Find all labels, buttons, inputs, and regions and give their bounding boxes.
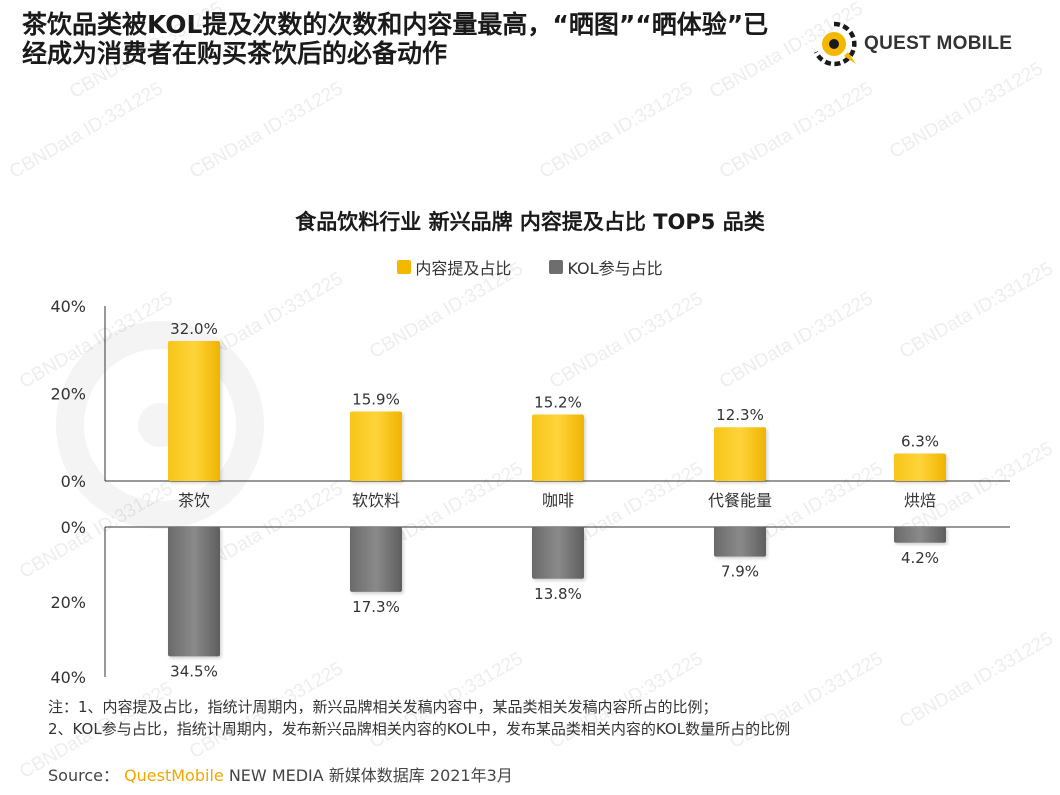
bar-kol-share <box>168 527 220 657</box>
top-y-tick-label: 20% <box>50 385 86 404</box>
source-text: NEW MEDIA 新媒体数据库 2021年3月 <box>228 766 513 785</box>
bar-kol-share <box>532 527 584 579</box>
chart-legend: 内容提及占比 KOL参与占比 <box>0 255 1060 279</box>
bottom-y-tick-label: 0% <box>61 518 86 537</box>
bar-kol-share <box>894 527 946 543</box>
data-label-content-share: 32.0% <box>170 320 218 338</box>
data-label-content-share: 6.3% <box>901 432 939 450</box>
data-label-kol-share: 17.3% <box>352 598 400 616</box>
footnote-2: 2、KOL参与占比，指统计周期内，发布新兴品牌相关内容的KOL中，发布某品类相关… <box>48 720 791 738</box>
legend-label-kol: KOL参与占比 <box>567 259 663 278</box>
legend-item-content: 内容提及占比 <box>397 255 511 279</box>
data-label-content-share: 12.3% <box>716 406 764 424</box>
source-brand: QuestMobile <box>124 766 224 785</box>
x-tick-label: 咖啡 <box>542 491 574 510</box>
source-label: Source： <box>48 766 119 785</box>
bar-kol-share <box>714 527 766 557</box>
bar-content-share <box>714 427 766 481</box>
data-label-kol-share: 13.8% <box>534 585 582 603</box>
legend-swatch-kol <box>549 260 564 274</box>
page-title-line2: 经成为消费者在购买茶饮后的必备动作 <box>22 39 448 68</box>
page-title-line1: 茶饮品类被KOL提及次数的次数和内容量最高，“晒图”“晒体验”已 <box>22 10 769 39</box>
x-tick-label: 软饮料 <box>352 491 400 510</box>
x-tick-label: 烘焙 <box>904 491 936 510</box>
bar-content-share <box>350 411 402 481</box>
top-y-tick-label: 40% <box>50 297 86 316</box>
bar-kol-share <box>350 527 402 592</box>
page-title: 茶饮品类被KOL提及次数的次数和内容量最高，“晒图”“晒体验”已 经成为消费者在… <box>22 10 822 68</box>
legend-swatch-content <box>397 260 412 274</box>
bar-content-share <box>532 414 584 481</box>
data-label-content-share: 15.2% <box>534 394 582 412</box>
data-label-kol-share: 34.5% <box>170 662 218 680</box>
data-label-kol-share: 7.9% <box>721 563 759 581</box>
brand-name: QUEST MOBILE <box>864 33 1013 54</box>
quest-mobile-logo-icon <box>813 21 857 67</box>
bottom-y-tick-label: 20% <box>50 593 86 612</box>
data-label-content-share: 15.9% <box>352 390 400 408</box>
brand-logo: QUEST MOBILE <box>806 14 1012 74</box>
source-line: Source： QuestMobile NEW MEDIA 新媒体数据库 202… <box>48 762 513 786</box>
bar-content-share <box>168 341 220 481</box>
bar-content-share <box>894 453 946 481</box>
x-tick-label: 代餐能量 <box>708 491 772 510</box>
top-y-tick-label: 0% <box>61 472 86 491</box>
data-label-kol-share: 4.2% <box>901 549 939 567</box>
x-tick-label: 茶饮 <box>178 491 210 510</box>
footnote-1: 注：1、内容提及占比，指统计周期内，新兴品牌相关发稿内容中，某品类相关发稿内容所… <box>48 698 718 716</box>
bottom-y-tick-label: 40% <box>50 668 86 687</box>
chart-title: 食品饮料行业 新兴品牌 内容提及占比 TOP5 品类 <box>295 210 765 234</box>
legend-item-kol: KOL参与占比 <box>549 255 663 279</box>
legend-label-content: 内容提及占比 <box>415 259 512 278</box>
footnotes: 注：1、内容提及占比，指统计周期内，新兴品牌相关发稿内容中，某品类相关发稿内容所… <box>48 696 790 740</box>
